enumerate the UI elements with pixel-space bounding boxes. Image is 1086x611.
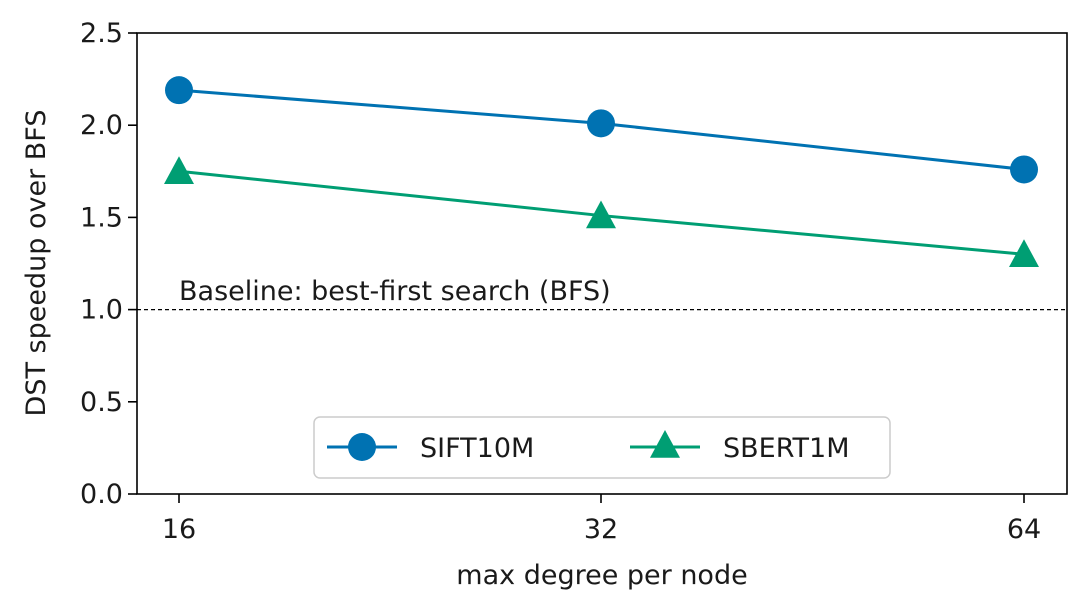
x-tick-label: 32 <box>584 514 618 545</box>
x-axis-title: max degree per node <box>456 560 747 591</box>
data-point <box>586 200 616 229</box>
legend: SIFT10M SBERT1M <box>313 416 891 479</box>
baseline-annotation: Baseline: best-first search (BFS) <box>179 276 611 307</box>
y-axis-title: DST speedup over BFS <box>21 110 52 417</box>
y-tick-label: 2.5 <box>80 18 123 49</box>
y-tick-label: 1.0 <box>80 295 123 326</box>
y-tick-label: 2.0 <box>80 110 123 141</box>
data-point <box>1009 239 1039 268</box>
legend-entry-sift10m: SIFT10M <box>327 433 534 464</box>
legend-label: SBERT1M <box>723 433 849 464</box>
x-axis: 16 32 64 <box>162 494 1041 545</box>
y-tick-label: 1.5 <box>80 202 123 233</box>
legend-marker <box>348 433 376 461</box>
legend-entry-sbert1m: SBERT1M <box>630 430 849 464</box>
legend-box <box>313 416 891 479</box>
y-tick-label: 0.0 <box>80 479 123 510</box>
legend-marker <box>650 430 680 458</box>
data-point <box>1010 155 1038 184</box>
y-tick-label: 0.5 <box>80 387 123 418</box>
data-point <box>165 76 193 105</box>
data-point <box>587 109 615 138</box>
data-point <box>164 156 194 185</box>
x-tick-label: 16 <box>162 514 196 545</box>
x-tick-label: 64 <box>1007 514 1041 545</box>
series-sift10m <box>165 76 1038 184</box>
legend-entries: SIFT10M SBERT1M <box>327 430 849 464</box>
series-sbert1m <box>164 156 1039 268</box>
legend-label: SIFT10M <box>420 433 534 464</box>
series-layer <box>164 76 1039 268</box>
y-axis: 0.0 0.5 1.0 1.5 2.0 2.5 <box>80 18 137 510</box>
